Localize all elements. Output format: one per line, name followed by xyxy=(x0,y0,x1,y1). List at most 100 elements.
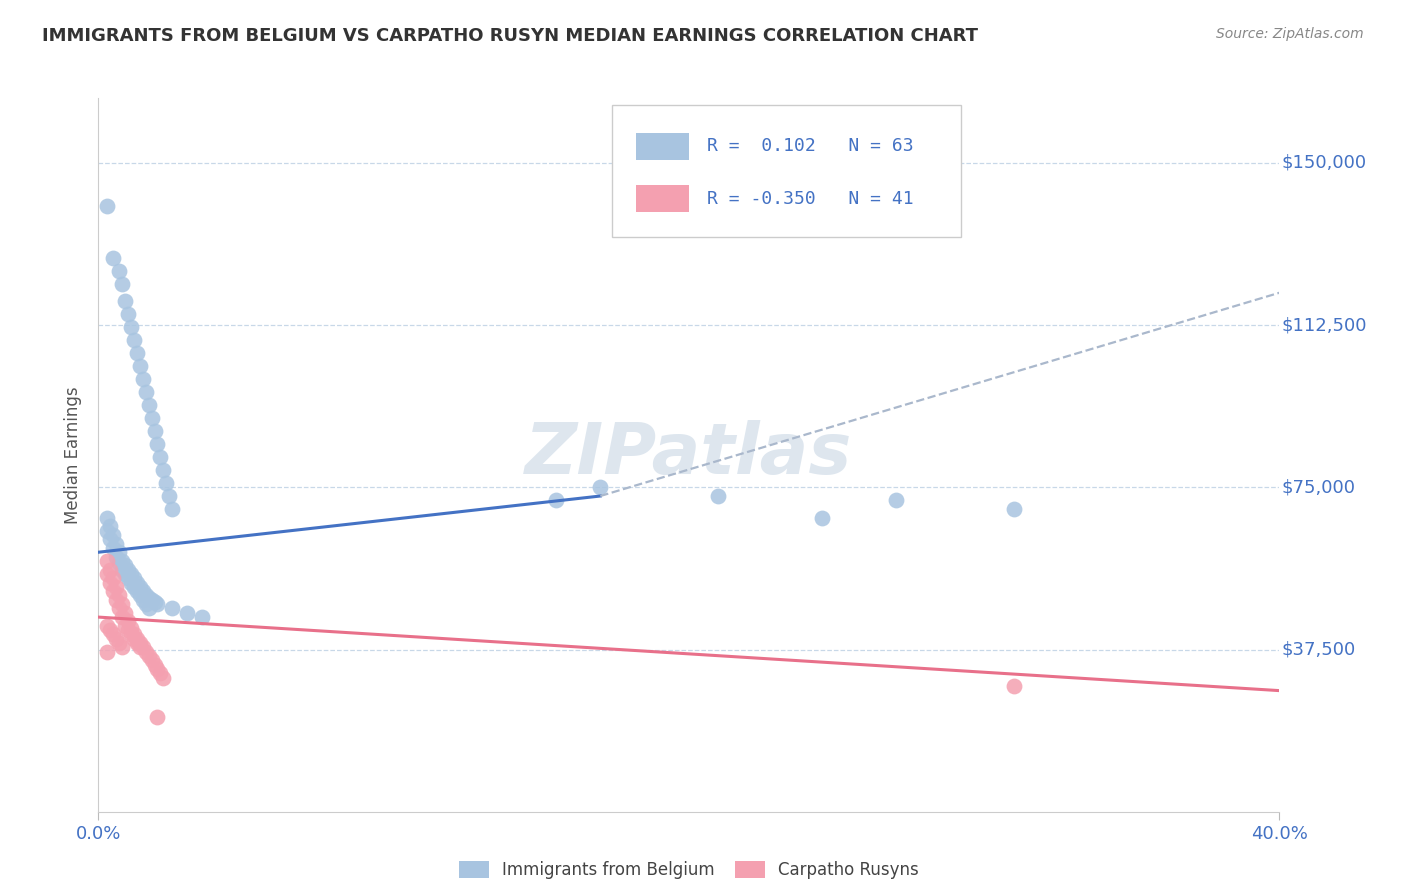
Point xyxy=(191,610,214,624)
Text: $37,500: $37,500 xyxy=(1282,640,1355,658)
Point xyxy=(128,636,150,650)
Point xyxy=(132,640,155,655)
Point xyxy=(141,653,163,667)
Point xyxy=(122,334,145,348)
Point xyxy=(589,480,612,494)
Text: R =  0.102   N = 63: R = 0.102 N = 63 xyxy=(707,137,914,155)
Point xyxy=(120,621,142,635)
Bar xyxy=(636,133,689,160)
Point xyxy=(96,524,118,538)
Point xyxy=(117,615,139,629)
Point xyxy=(111,640,134,655)
Point xyxy=(152,463,174,477)
Point xyxy=(135,385,157,400)
Point xyxy=(114,558,136,573)
Point xyxy=(149,450,172,464)
Point xyxy=(111,610,134,624)
Point xyxy=(128,589,150,603)
Point xyxy=(162,601,183,615)
Point xyxy=(146,662,169,676)
Point xyxy=(96,645,118,659)
Point xyxy=(103,571,125,585)
Point xyxy=(98,575,121,590)
Point xyxy=(125,346,148,360)
Text: $150,000: $150,000 xyxy=(1282,154,1367,172)
Point xyxy=(132,372,155,386)
Point xyxy=(138,398,160,412)
Point xyxy=(138,601,160,615)
Point xyxy=(108,601,131,615)
Point xyxy=(128,359,150,374)
Point xyxy=(96,510,118,524)
Text: $75,000: $75,000 xyxy=(1282,478,1355,496)
Point xyxy=(114,606,136,620)
Point xyxy=(120,575,142,590)
Point xyxy=(135,597,157,611)
Point xyxy=(103,541,125,555)
Text: ZIPatlas: ZIPatlas xyxy=(526,420,852,490)
Point xyxy=(111,562,134,576)
Point xyxy=(96,566,118,581)
Point xyxy=(155,476,177,491)
Point xyxy=(544,493,567,508)
Point xyxy=(149,666,172,681)
Point xyxy=(103,528,125,542)
Point xyxy=(108,545,131,559)
Point xyxy=(125,636,148,650)
Point xyxy=(111,554,134,568)
Point xyxy=(162,502,183,516)
Point xyxy=(125,584,148,599)
Point xyxy=(114,619,136,633)
Point xyxy=(707,489,730,503)
Point xyxy=(98,623,121,637)
Point xyxy=(120,566,142,581)
Point xyxy=(98,562,121,576)
Point xyxy=(152,671,174,685)
Point xyxy=(128,640,150,655)
Point xyxy=(108,636,131,650)
Point xyxy=(103,584,125,599)
Point xyxy=(105,592,128,607)
Point xyxy=(108,556,131,570)
Point xyxy=(117,562,139,576)
Point xyxy=(105,632,128,646)
Point xyxy=(884,493,907,508)
Y-axis label: Median Earnings: Median Earnings xyxy=(65,386,83,524)
Text: IMMIGRANTS FROM BELGIUM VS CARPATHO RUSYN MEDIAN EARNINGS CORRELATION CHART: IMMIGRANTS FROM BELGIUM VS CARPATHO RUSY… xyxy=(42,27,979,45)
Point xyxy=(146,597,169,611)
Point xyxy=(96,554,118,568)
Point xyxy=(135,645,157,659)
Point xyxy=(105,580,128,594)
FancyBboxPatch shape xyxy=(612,105,960,237)
Point xyxy=(138,591,160,605)
Point xyxy=(111,277,134,291)
Point xyxy=(138,648,160,663)
Point xyxy=(143,657,166,672)
Point xyxy=(143,595,166,609)
Point xyxy=(146,437,169,451)
Point xyxy=(122,627,145,641)
Point xyxy=(96,199,118,213)
Point xyxy=(117,307,139,321)
Point xyxy=(146,709,169,723)
Point xyxy=(96,619,118,633)
Point xyxy=(132,592,155,607)
Point xyxy=(125,632,148,646)
Point xyxy=(108,589,131,603)
Point xyxy=(132,584,155,599)
Point xyxy=(117,623,139,637)
Point xyxy=(122,632,145,646)
Point xyxy=(98,519,121,533)
Point xyxy=(114,566,136,581)
Point xyxy=(122,571,145,585)
Point xyxy=(810,510,832,524)
Text: R = -0.350   N = 41: R = -0.350 N = 41 xyxy=(707,190,914,208)
Point xyxy=(103,627,125,641)
Point xyxy=(1002,679,1025,693)
Point xyxy=(128,580,150,594)
Bar xyxy=(636,185,689,212)
Point xyxy=(111,597,134,611)
Point xyxy=(176,606,198,620)
Point xyxy=(1002,502,1025,516)
Text: $112,500: $112,500 xyxy=(1282,316,1367,334)
